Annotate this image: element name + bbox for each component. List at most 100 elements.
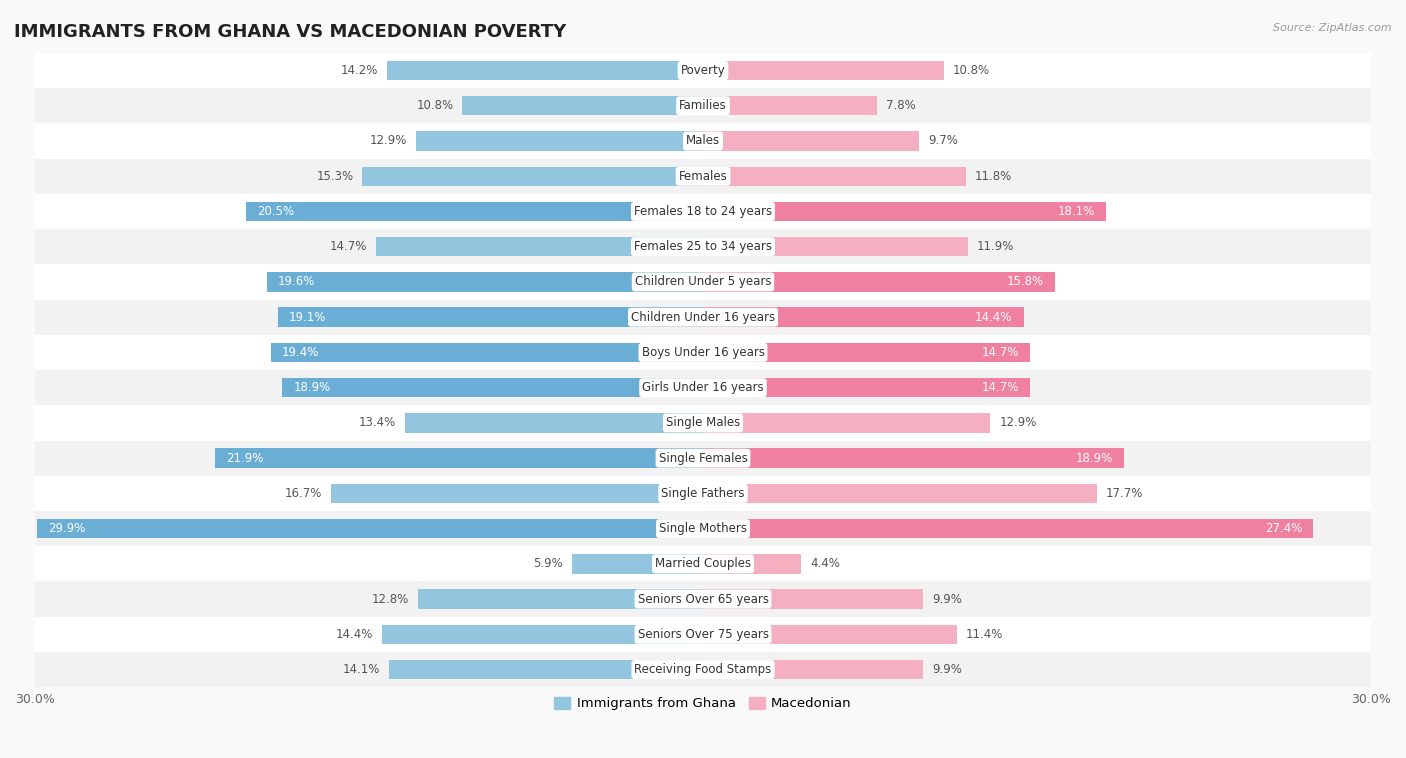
Text: 10.8%: 10.8% [952,64,990,77]
Bar [215,449,703,468]
Text: 9.9%: 9.9% [932,663,962,676]
Bar [703,413,990,433]
Bar [703,96,877,115]
Text: Girls Under 16 years: Girls Under 16 years [643,381,763,394]
Text: 14.7%: 14.7% [329,240,367,253]
Bar [703,484,1097,503]
Text: 19.4%: 19.4% [283,346,319,359]
Bar [35,158,1371,194]
Text: 14.2%: 14.2% [340,64,378,77]
Bar [267,272,703,292]
Bar [389,660,703,679]
Text: 15.3%: 15.3% [316,170,353,183]
Text: 12.8%: 12.8% [371,593,409,606]
Text: 14.1%: 14.1% [343,663,380,676]
Bar [703,237,967,256]
Text: 11.8%: 11.8% [974,170,1012,183]
Text: Receiving Food Stamps: Receiving Food Stamps [634,663,772,676]
Text: 7.8%: 7.8% [886,99,915,112]
Text: 14.4%: 14.4% [976,311,1012,324]
Bar [703,660,924,679]
Text: Children Under 5 years: Children Under 5 years [634,275,772,289]
Bar [37,519,703,538]
Bar [703,519,1313,538]
Text: 19.1%: 19.1% [288,311,326,324]
Bar [35,370,1371,406]
Text: 29.9%: 29.9% [48,522,86,535]
Bar [416,131,703,151]
Text: Single Males: Single Males [666,416,740,429]
Bar [375,237,703,256]
Text: 20.5%: 20.5% [257,205,295,218]
Bar [35,406,1371,440]
Bar [703,378,1031,397]
Text: Single Females: Single Females [658,452,748,465]
Bar [703,449,1123,468]
Bar [703,272,1054,292]
Bar [463,96,703,115]
Bar [35,652,1371,688]
Bar [35,229,1371,265]
Text: 14.7%: 14.7% [981,346,1019,359]
Text: 21.9%: 21.9% [226,452,264,465]
Text: Married Couples: Married Couples [655,557,751,570]
Text: Boys Under 16 years: Boys Under 16 years [641,346,765,359]
Bar [35,53,1371,88]
Bar [35,547,1371,581]
Bar [283,378,703,397]
Text: 11.9%: 11.9% [977,240,1014,253]
Text: Single Mothers: Single Mothers [659,522,747,535]
Bar [35,335,1371,370]
Bar [271,343,703,362]
Bar [35,617,1371,652]
Text: 14.7%: 14.7% [981,381,1019,394]
Bar [330,484,703,503]
Bar [363,167,703,186]
Text: 18.9%: 18.9% [294,381,330,394]
Text: Males: Males [686,134,720,148]
Text: 18.9%: 18.9% [1076,452,1112,465]
Text: 17.7%: 17.7% [1107,487,1143,500]
Bar [703,625,957,644]
Text: 10.8%: 10.8% [416,99,454,112]
Bar [35,581,1371,617]
Text: Source: ZipAtlas.com: Source: ZipAtlas.com [1274,23,1392,33]
Legend: Immigrants from Ghana, Macedonian: Immigrants from Ghana, Macedonian [548,691,858,716]
Bar [703,590,924,609]
Text: 27.4%: 27.4% [1264,522,1302,535]
Text: 14.4%: 14.4% [336,628,374,641]
Text: 9.7%: 9.7% [928,134,957,148]
Text: Seniors Over 65 years: Seniors Over 65 years [637,593,769,606]
Bar [35,265,1371,299]
Bar [277,308,703,327]
Bar [703,202,1107,221]
Text: 11.4%: 11.4% [966,628,1002,641]
Text: Single Fathers: Single Fathers [661,487,745,500]
Bar [35,88,1371,124]
Text: Poverty: Poverty [681,64,725,77]
Text: IMMIGRANTS FROM GHANA VS MACEDONIAN POVERTY: IMMIGRANTS FROM GHANA VS MACEDONIAN POVE… [14,23,567,41]
Bar [418,590,703,609]
Text: 18.1%: 18.1% [1057,205,1095,218]
Bar [703,554,801,574]
Bar [35,124,1371,158]
Text: Families: Families [679,99,727,112]
Text: 12.9%: 12.9% [370,134,406,148]
Bar [703,167,966,186]
Text: 4.4%: 4.4% [810,557,839,570]
Bar [35,476,1371,511]
Bar [703,61,943,80]
Text: 13.4%: 13.4% [359,416,395,429]
Text: 19.6%: 19.6% [277,275,315,289]
Bar [572,554,703,574]
Text: 9.9%: 9.9% [932,593,962,606]
Bar [703,131,920,151]
Bar [405,413,703,433]
Text: 15.8%: 15.8% [1007,275,1043,289]
Bar [703,308,1024,327]
Text: Females 25 to 34 years: Females 25 to 34 years [634,240,772,253]
Text: Females 18 to 24 years: Females 18 to 24 years [634,205,772,218]
Bar [35,511,1371,547]
Bar [387,61,703,80]
Text: Seniors Over 75 years: Seniors Over 75 years [637,628,769,641]
